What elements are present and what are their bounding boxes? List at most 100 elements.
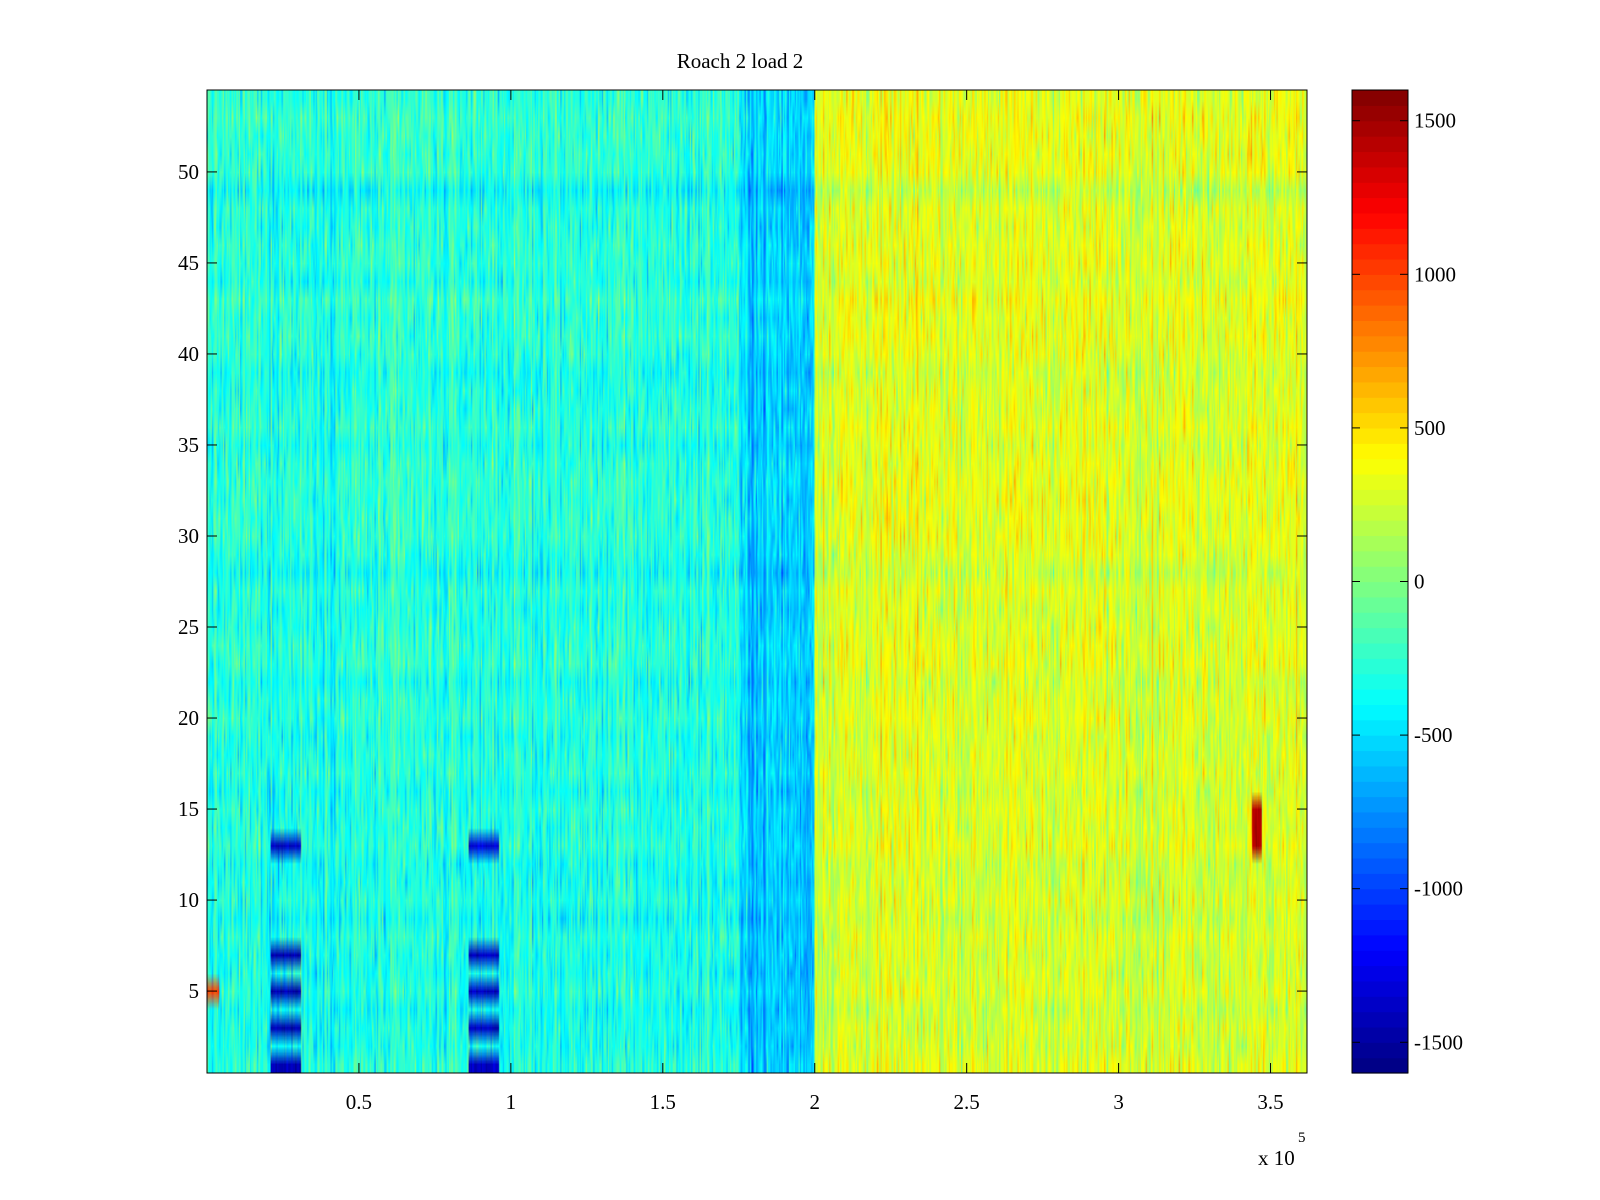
colorbar-band: [1352, 351, 1408, 368]
colorbar-band: [1352, 366, 1408, 383]
colorbar-band: [1352, 274, 1408, 291]
colorbar-band: [1352, 781, 1408, 798]
heatmap-image: [207, 90, 1307, 1073]
colorbar-band: [1352, 381, 1408, 398]
colorbar-band: [1352, 827, 1408, 844]
colorbar-band: [1352, 950, 1408, 967]
chart-title: Roach 2 load 2: [677, 49, 804, 73]
colorbar-tick-label: -1000: [1414, 877, 1463, 901]
colorbar-band: [1352, 796, 1408, 813]
colorbar-band: [1352, 888, 1408, 905]
x-tick-label: 3.5: [1257, 1090, 1283, 1114]
colorbar-band: [1352, 857, 1408, 874]
y-tick-label: 15: [178, 797, 199, 821]
y-tick-label: 25: [178, 615, 199, 639]
colorbar-band: [1352, 228, 1408, 245]
colorbar-band: [1352, 550, 1408, 567]
colorbar-band: [1352, 535, 1408, 552]
colorbar-tick-label: -500: [1414, 723, 1453, 747]
x-tick-label: 1.5: [650, 1090, 676, 1114]
colorbar-band: [1352, 458, 1408, 475]
y-tick-label: 50: [178, 160, 199, 184]
colorbar-band: [1352, 305, 1408, 321]
colorbar-band: [1352, 443, 1408, 460]
colorbar-band: [1352, 658, 1408, 675]
colorbar-band: [1352, 243, 1408, 260]
colorbar-band: [1352, 612, 1408, 629]
x-axis-ticks: 0.5 1 1.5 2 2.5 3 3.5: [346, 90, 1284, 1114]
y-tick-label: 5: [189, 979, 200, 1003]
colorbar-band: [1352, 520, 1408, 537]
colorbar-band: [1352, 397, 1408, 414]
x-tick-label: 0.5: [346, 1090, 372, 1114]
y-tick-label: 20: [178, 706, 199, 730]
colorbar-band: [1352, 811, 1408, 828]
colorbar-band: [1352, 919, 1408, 936]
colorbar-tick-label: 500: [1414, 416, 1446, 440]
plot-frame: [206, 89, 1308, 1074]
y-tick-label: 40: [178, 342, 199, 366]
colorbar-tick-label: 0: [1414, 570, 1425, 594]
x-tick-label: 2.5: [954, 1090, 980, 1114]
colorbar-band: [1352, 1011, 1408, 1028]
x-multiplier-exponent: 5: [1298, 1130, 1306, 1146]
colorbar-band: [1352, 120, 1408, 137]
y-tick-label: 30: [178, 524, 199, 548]
colorbar-band: [1352, 90, 1408, 106]
y-tick-label: 35: [178, 433, 199, 457]
colorbar-band: [1352, 289, 1408, 306]
colorbar-band: [1352, 996, 1408, 1013]
x-tick-label: 1: [506, 1090, 517, 1114]
colorbar-band: [1352, 427, 1408, 444]
colorbar-tick-label: 1000: [1414, 262, 1456, 286]
colorbar-band: [1352, 735, 1408, 752]
colorbar-band: [1352, 212, 1408, 229]
colorbar-band: [1352, 980, 1408, 997]
colorbar-band: [1352, 566, 1408, 583]
colorbar-band: [1352, 673, 1408, 690]
plot-area: [207, 90, 1307, 1073]
x-tick-label: 3: [1113, 1090, 1124, 1114]
colorbar-band: [1352, 873, 1408, 890]
colorbar-band: [1352, 934, 1408, 951]
colorbar-band: [1352, 719, 1408, 736]
colorbar: 1500 1000 500 0 -500 -1000 -1500: [1351, 89, 1463, 1074]
colorbar-band: [1352, 596, 1408, 613]
colorbar-band: [1352, 704, 1408, 721]
colorbar-band: [1352, 504, 1408, 521]
colorbar-tick-label: -1500: [1414, 1030, 1463, 1054]
colorbar-band: [1352, 642, 1408, 659]
colorbar-band: [1352, 151, 1408, 168]
colorbar-band: [1352, 105, 1408, 122]
colorbar-band: [1352, 1026, 1408, 1043]
colorbar-band: [1352, 842, 1408, 859]
colorbar-band: [1352, 765, 1408, 782]
colorbar-band: [1352, 750, 1408, 767]
colorbar-band: [1352, 627, 1408, 644]
colorbar-band: [1352, 1057, 1408, 1074]
x-tick-label: 2: [809, 1090, 820, 1114]
colorbar-band: [1352, 412, 1408, 429]
colorbar-band: [1352, 197, 1408, 214]
colorbar-band: [1352, 489, 1408, 506]
y-tick-label: 10: [178, 888, 199, 912]
colorbar-band: [1352, 136, 1408, 153]
x-multiplier-label: x 10: [1258, 1146, 1295, 1170]
colorbar-band: [1352, 689, 1408, 705]
colorbar-band: [1352, 258, 1408, 275]
colorbar-band: [1352, 904, 1408, 921]
colorbar-band: [1352, 166, 1408, 183]
colorbar-band: [1352, 320, 1408, 337]
colorbar-ticks: 1500 1000 500 0 -500 -1000 -1500: [1352, 109, 1463, 1054]
colorbar-tick-label: 1500: [1414, 109, 1456, 133]
colorbar-band: [1352, 965, 1408, 982]
colorbar-band: [1352, 182, 1408, 199]
colorbar-gradient: [1352, 90, 1408, 1074]
colorbar-band: [1352, 1042, 1408, 1059]
colorbar-band: [1352, 473, 1408, 490]
y-tick-label: 45: [178, 251, 199, 275]
x-axis-multiplier: x 10 5: [1258, 1130, 1306, 1170]
colorbar-band: [1352, 335, 1408, 352]
colorbar-band: [1352, 581, 1408, 598]
